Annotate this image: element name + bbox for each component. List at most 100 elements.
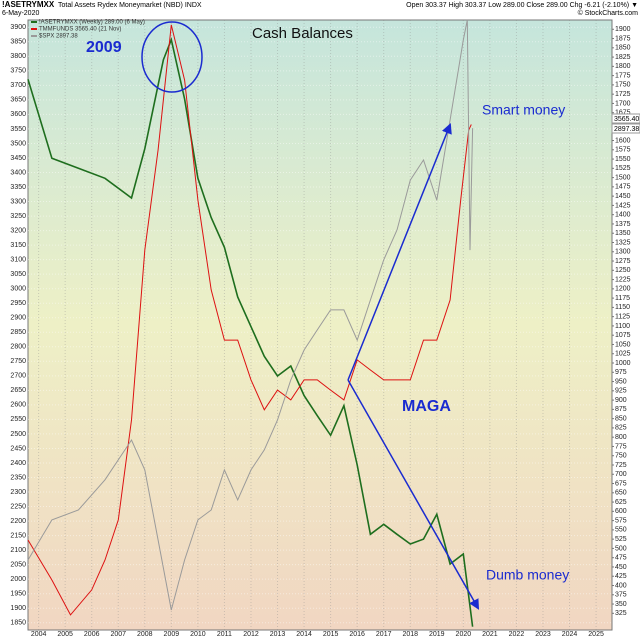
y-tick-label: 2750 bbox=[10, 358, 26, 365]
y2-tick-label: 1800 bbox=[615, 63, 631, 70]
y-tick-label: 3850 bbox=[10, 39, 26, 46]
x-tick-label: 2021 bbox=[482, 631, 498, 638]
y-tick-label: 2900 bbox=[10, 315, 26, 322]
y-tick-label: 3900 bbox=[10, 24, 26, 31]
symbol: !ASETRYMXX bbox=[2, 0, 55, 9]
x-tick-label: 2012 bbox=[243, 631, 259, 638]
y-tick-label: 2000 bbox=[10, 576, 26, 583]
y2-tick-label: 1100 bbox=[615, 323, 630, 330]
x-tick-label: 2005 bbox=[57, 631, 73, 638]
price-box bbox=[611, 113, 640, 124]
y2-tick-label: 400 bbox=[615, 582, 627, 589]
x-tick-label: 2004 bbox=[31, 631, 47, 638]
y-tick-label: 1900 bbox=[10, 605, 26, 612]
y2-tick-label: 825 bbox=[615, 425, 627, 432]
y-tick-label: 3150 bbox=[10, 242, 26, 249]
y2-tick-label: 1900 bbox=[615, 26, 631, 33]
y-tick-label: 3550 bbox=[10, 126, 26, 133]
y-tick-label: 2850 bbox=[10, 329, 26, 336]
y2-tick-label: 750 bbox=[615, 453, 627, 460]
y2-tick-label: 1250 bbox=[615, 267, 631, 274]
x-tick-label: 2011 bbox=[217, 631, 232, 638]
y2-tick-label: 375 bbox=[615, 592, 627, 599]
y2-tick-label: 950 bbox=[615, 378, 627, 385]
x-tick-label: 2010 bbox=[190, 631, 206, 638]
y-tick-label: 2700 bbox=[10, 373, 26, 380]
y2-tick-label: 1125 bbox=[615, 314, 630, 321]
annotation: 2009 bbox=[86, 39, 122, 56]
y-tick-label: 2250 bbox=[10, 503, 26, 510]
y2-tick-label: 725 bbox=[615, 462, 627, 469]
y-tick-label: 3200 bbox=[10, 227, 26, 234]
y2-tick-label: 1825 bbox=[615, 54, 631, 61]
y-tick-label: 2150 bbox=[10, 532, 26, 539]
y2-tick-label: 1450 bbox=[615, 193, 631, 200]
y2-tick-label: 1400 bbox=[615, 212, 631, 219]
y2-tick-label: 600 bbox=[615, 508, 627, 515]
x-tick-label: 2007 bbox=[110, 631, 126, 638]
arrow bbox=[347, 379, 480, 610]
y2-tick-label: 1000 bbox=[615, 360, 631, 367]
y-tick-label: 2100 bbox=[10, 547, 26, 554]
quote: Open 303.37 High 303.37 Low 289.00 Close… bbox=[406, 2, 638, 9]
y2-tick-label: 1425 bbox=[615, 202, 631, 209]
date: 6-May-2020 bbox=[2, 10, 39, 17]
y2-tick-label: 675 bbox=[615, 480, 627, 487]
y2-tick-label: 1050 bbox=[615, 341, 631, 348]
y-tick-label: 3750 bbox=[10, 68, 26, 75]
x-tick-label: 2008 bbox=[137, 631, 153, 638]
y2-tick-label: 700 bbox=[615, 471, 627, 478]
y-tick-label: 3050 bbox=[10, 271, 26, 278]
y-tick-label: 2950 bbox=[10, 300, 26, 307]
y-tick-label: 3700 bbox=[10, 82, 26, 89]
y2-tick-label: 1750 bbox=[615, 82, 631, 89]
legend-label: TMMFUNDS 3565.40 (21 Nov) bbox=[39, 27, 121, 33]
series-line bbox=[27, 24, 472, 616]
y-tick-label: 2800 bbox=[10, 344, 26, 351]
y2-tick-label: 500 bbox=[615, 545, 627, 552]
y2-tick-label: 900 bbox=[615, 397, 627, 404]
y2-tick-label: 1475 bbox=[615, 184, 631, 191]
y2-tick-label: 1225 bbox=[615, 276, 631, 283]
credit: © StockCharts.com bbox=[578, 9, 639, 17]
price-box bbox=[611, 123, 640, 134]
y2-tick-label: 650 bbox=[615, 490, 627, 497]
x-tick-label: 2019 bbox=[429, 631, 445, 638]
y2-tick-label: 1550 bbox=[615, 156, 631, 163]
y2-tick-label: 850 bbox=[615, 415, 627, 422]
x-tick-label: 2014 bbox=[296, 631, 312, 638]
y-tick-label: 3250 bbox=[10, 213, 26, 220]
y-tick-label: 2550 bbox=[10, 416, 26, 423]
x-tick-label: 2018 bbox=[402, 631, 418, 638]
y-tick-label: 1850 bbox=[10, 620, 26, 627]
x-tick-label: 2013 bbox=[270, 631, 286, 638]
y-tick-label: 2500 bbox=[10, 431, 26, 438]
y2-tick-label: 1350 bbox=[615, 230, 631, 237]
highlight-circle bbox=[141, 21, 203, 93]
y2-tick-label: 625 bbox=[615, 499, 627, 506]
y2-tick-label: 1200 bbox=[615, 286, 631, 293]
y2-tick-label: 1600 bbox=[615, 137, 631, 144]
y2-tick-label: 1150 bbox=[615, 304, 630, 311]
y-tick-label: 3300 bbox=[10, 198, 26, 205]
description: Total Assets Rydex Moneymarket (NBD) IND… bbox=[58, 2, 202, 9]
y2-tick-label: 525 bbox=[615, 536, 627, 543]
y-tick-label: 2650 bbox=[10, 387, 26, 394]
y2-tick-label: 1275 bbox=[615, 258, 631, 265]
y-tick-label: 3500 bbox=[10, 140, 26, 147]
y-tick-label: 2200 bbox=[10, 518, 26, 525]
y-tick-label: 3350 bbox=[10, 184, 26, 191]
series-line bbox=[27, 36, 474, 627]
y-tick-label: 1950 bbox=[10, 591, 26, 598]
legend-label: $SPX 2897.38 bbox=[39, 34, 78, 40]
y-tick-label: 3600 bbox=[10, 111, 26, 118]
series-line bbox=[27, 19, 474, 611]
x-tick-label: 2009 bbox=[164, 631, 180, 638]
y-tick-label: 3650 bbox=[10, 97, 26, 104]
x-tick-label: 2016 bbox=[349, 631, 365, 638]
x-tick-label: 2015 bbox=[323, 631, 339, 638]
x-tick-label: 2020 bbox=[456, 631, 472, 638]
y-tick-label: 2350 bbox=[10, 474, 26, 481]
y2-tick-label: 1700 bbox=[615, 100, 631, 107]
x-tick-label: 2017 bbox=[376, 631, 392, 638]
